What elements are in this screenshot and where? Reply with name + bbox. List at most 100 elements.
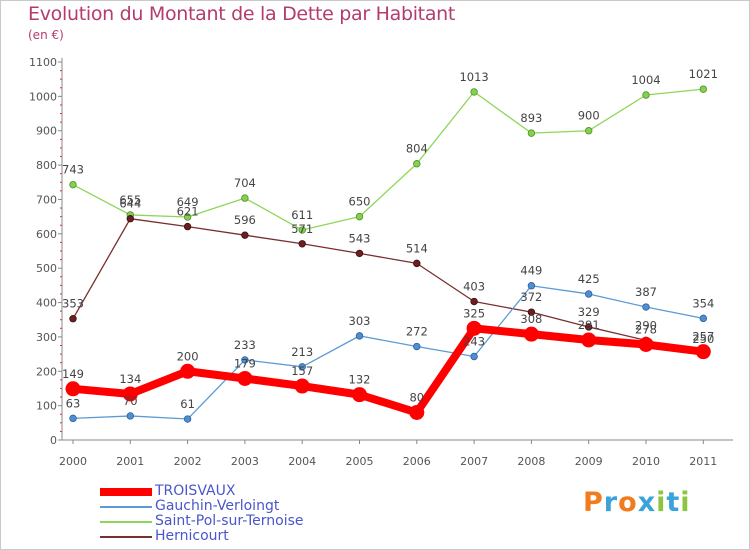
legend-item-troisvaux: TROISVAUX: [100, 484, 304, 499]
data-point-gauchin-verloingt: [298, 363, 306, 371]
y-tick-label: 0: [50, 434, 57, 447]
data-point-saint-pol-sur-ternoise: [470, 88, 478, 96]
data-point-gauchin-verloingt: [585, 290, 593, 298]
legend-swatch-gauchin-verloingt: [100, 505, 152, 508]
data-point-hernicourt: [298, 240, 306, 248]
data-point-gauchin-verloingt: [126, 412, 134, 420]
data-label-hernicourt: 596: [234, 213, 256, 227]
data-point-troisvaux: [180, 363, 196, 379]
legend-label-saint-pol-sur-ternoise: Saint-Pol-sur-Ternoise: [155, 513, 304, 529]
y-tick-label: 200: [36, 365, 57, 378]
data-point-gauchin-verloingt: [241, 356, 249, 364]
data-point-hernicourt: [241, 231, 249, 239]
data-point-troisvaux: [65, 381, 81, 397]
data-label-gauchin-verloingt: 449: [520, 264, 542, 278]
x-tick-label: 2006: [403, 455, 431, 468]
y-tick-label: 500: [36, 262, 57, 275]
data-point-saint-pol-sur-ternoise: [298, 226, 306, 234]
data-point-gauchin-verloingt: [183, 415, 192, 423]
logo-letter: i: [680, 487, 691, 518]
data-point-hernicourt: [527, 308, 536, 316]
data-label-hernicourt: 290: [635, 318, 657, 332]
data-label-hernicourt: 329: [578, 305, 600, 319]
data-label-hernicourt: 372: [520, 290, 542, 304]
data-point-troisvaux: [581, 332, 597, 348]
data-point-saint-pol-sur-ternoise: [69, 180, 77, 189]
data-point-gauchin-verloingt: [355, 332, 364, 340]
legend-swatch-saint-pol-sur-ternoise: [100, 520, 152, 523]
data-label-hernicourt: 250: [692, 332, 714, 346]
legend-item-saint-pol-sur-ternoise: Saint-Pol-sur-Ternoise: [100, 514, 304, 529]
data-point-hernicourt: [413, 259, 421, 268]
data-point-saint-pol-sur-ternoise: [183, 213, 192, 221]
data-label-saint-pol-sur-ternoise: 1004: [631, 73, 660, 87]
y-tick-label: 900: [36, 125, 57, 138]
data-label-troisvaux: 132: [349, 373, 371, 387]
data-point-saint-pol-sur-ternoise: [527, 129, 536, 137]
data-point-saint-pol-sur-ternoise: [642, 91, 650, 99]
data-point-gauchin-verloingt: [642, 303, 650, 311]
data-label-gauchin-verloingt: 63: [66, 396, 81, 410]
x-tick-label: 2010: [632, 455, 660, 468]
data-label-troisvaux: 257: [692, 330, 714, 344]
data-point-hernicourt: [126, 214, 134, 223]
data-point-troisvaux: [409, 405, 425, 421]
data-point-saint-pol-sur-ternoise: [699, 85, 707, 93]
x-tick-label: 2009: [575, 455, 603, 468]
data-point-troisvaux: [523, 326, 539, 342]
data-label-saint-pol-sur-ternoise: 1013: [459, 70, 488, 84]
data-label-troisvaux: 325: [463, 306, 485, 320]
data-label-gauchin-verloingt: 272: [406, 325, 428, 339]
chart-subtitle: (en €): [28, 28, 64, 42]
data-label-troisvaux: 134: [119, 372, 141, 386]
data-label-hernicourt: 543: [349, 231, 371, 245]
x-tick-label: 2002: [174, 455, 202, 468]
data-point-saint-pol-sur-ternoise: [241, 194, 249, 202]
y-tick-label: 1000: [29, 90, 57, 103]
data-point-gauchin-verloingt: [69, 414, 77, 423]
legend-item-gauchin-verloingt: Gauchin-Verloingt: [100, 499, 304, 514]
data-label-saint-pol-sur-ternoise: 893: [520, 111, 542, 125]
data-point-gauchin-verloingt: [413, 342, 421, 351]
data-label-saint-pol-sur-ternoise: 743: [62, 163, 84, 177]
data-label-gauchin-verloingt: 61: [180, 397, 195, 411]
chart-legend: TROISVAUX Gauchin-Verloingt Saint-Pol-su…: [100, 484, 304, 544]
legend-item-hernicourt: Hernicourt: [100, 529, 304, 544]
data-label-troisvaux: 308: [520, 312, 542, 326]
data-label-troisvaux: 149: [62, 367, 84, 381]
data-label-hernicourt: 403: [463, 280, 485, 294]
legend-swatch-hernicourt: [100, 535, 152, 538]
legend-label-troisvaux: TROISVAUX: [155, 483, 236, 499]
data-point-hernicourt: [69, 314, 77, 323]
legend-label-gauchin-verloingt: Gauchin-Verloingt: [155, 498, 280, 514]
data-label-troisvaux: 200: [177, 349, 199, 363]
data-point-troisvaux: [237, 370, 253, 386]
data-label-troisvaux: 278: [635, 322, 657, 336]
series-line-gauchin-verloingt: [72, 285, 704, 420]
y-tick-label: 600: [36, 228, 57, 241]
data-label-hernicourt: 353: [62, 297, 84, 311]
x-tick-label: 2004: [288, 455, 316, 468]
data-point-troisvaux: [122, 386, 138, 402]
logo-letter: P: [583, 487, 604, 518]
data-point-troisvaux: [695, 344, 711, 360]
logo-letter: r: [603, 487, 619, 518]
data-label-gauchin-verloingt: 213: [291, 345, 313, 359]
data-label-troisvaux: 157: [291, 364, 313, 378]
data-label-saint-pol-sur-ternoise: 649: [177, 195, 199, 209]
data-label-hernicourt: 571: [291, 222, 313, 236]
data-label-saint-pol-sur-ternoise: 650: [349, 195, 371, 209]
series-line-saint-pol-sur-ternoise: [72, 88, 704, 231]
data-point-troisvaux: [294, 378, 310, 394]
x-tick-label: 2000: [59, 455, 87, 468]
y-tick-label: 100: [36, 400, 57, 413]
data-label-gauchin-verloingt: 425: [578, 272, 600, 286]
y-tick-label: 300: [36, 331, 57, 344]
data-point-saint-pol-sur-ternoise: [355, 212, 364, 221]
data-point-hernicourt: [470, 297, 478, 306]
x-tick-label: 2008: [517, 455, 545, 468]
data-label-saint-pol-sur-ternoise: 611: [291, 208, 313, 222]
data-point-saint-pol-sur-ternoise: [413, 160, 421, 168]
